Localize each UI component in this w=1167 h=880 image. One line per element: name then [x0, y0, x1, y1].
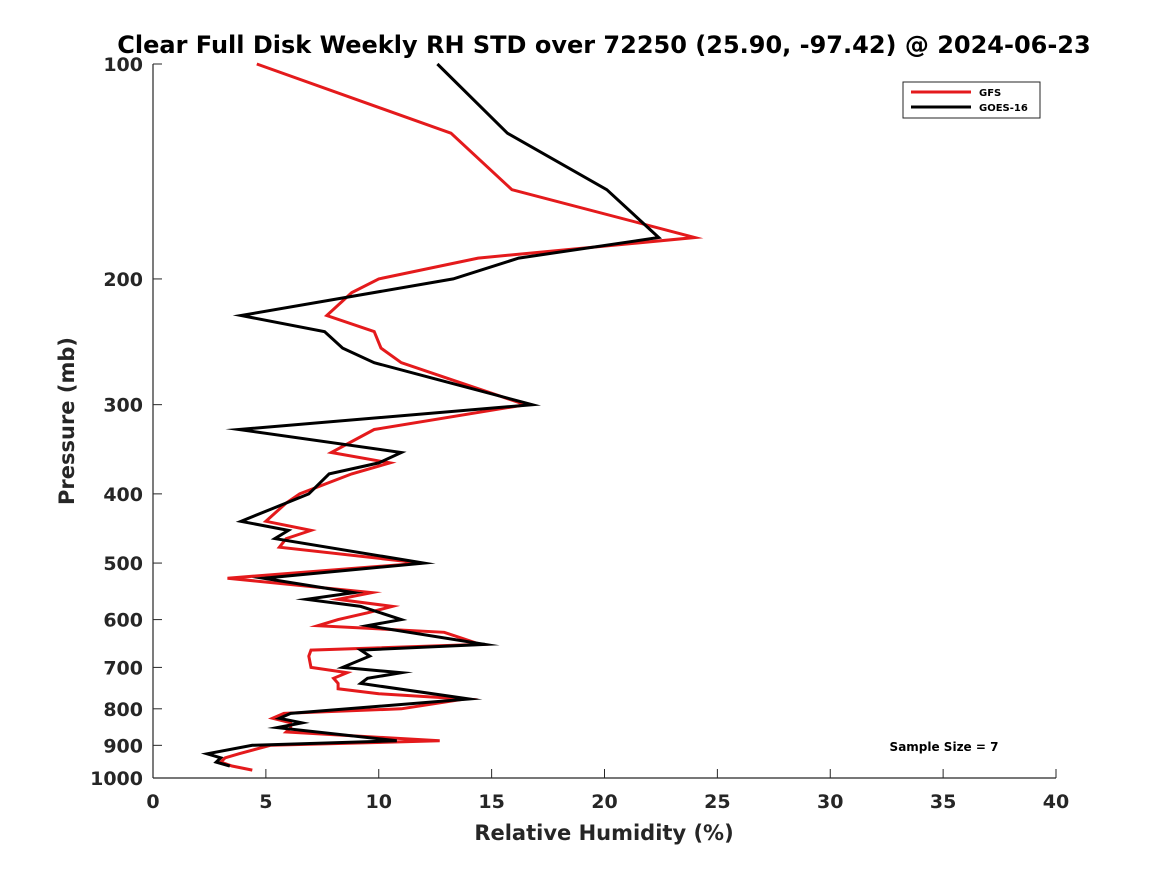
x-tick-label: 25 — [704, 791, 730, 813]
y-tick-label: 300 — [103, 395, 143, 417]
y-tick-label: 500 — [103, 553, 143, 575]
legend-label: GFS — [979, 88, 1001, 99]
legend-label: GOES-16 — [979, 103, 1028, 114]
x-tick-label: 5 — [259, 791, 272, 813]
sample-size-annotation: Sample Size = 7 — [890, 740, 999, 754]
x-tick-label: 0 — [146, 791, 159, 813]
y-tick-label: 800 — [103, 699, 143, 721]
y-axis: 100 200 300 400 500 600 700 800 900 1000 — [90, 54, 162, 790]
legend: GFS GOES-16 — [902, 81, 1041, 119]
y-tick-label: 400 — [103, 484, 143, 506]
y-tick-label: 100 — [103, 54, 143, 76]
y-axis-label: Pressure (mb) — [55, 337, 79, 505]
x-tick-label: 15 — [478, 791, 504, 813]
x-tick-label: 10 — [366, 791, 392, 813]
y-tick-label: 1000 — [90, 768, 143, 790]
x-tick-label: 20 — [591, 791, 617, 813]
y-tick-label: 700 — [103, 657, 143, 679]
x-tick-label: 30 — [817, 791, 843, 813]
x-axis: 0 5 10 15 20 25 30 35 40 — [146, 769, 1069, 813]
legend-box — [902, 81, 1041, 119]
y-tick-label: 200 — [103, 269, 143, 291]
x-axis-label: Relative Humidity (%) — [474, 821, 733, 845]
x-tick-label: 40 — [1043, 791, 1069, 813]
series-line-goes-16 — [200, 62, 663, 768]
chart-title: Clear Full Disk Weekly RH STD over 72250… — [117, 31, 1090, 59]
x-tick-label: 35 — [930, 791, 956, 813]
series-line-gfs — [217, 62, 704, 772]
y-tick-label: 600 — [103, 610, 143, 632]
plot-area — [200, 62, 704, 772]
y-tick-label: 900 — [103, 735, 143, 757]
